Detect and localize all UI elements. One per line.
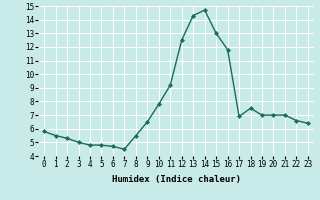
X-axis label: Humidex (Indice chaleur): Humidex (Indice chaleur) [111, 175, 241, 184]
